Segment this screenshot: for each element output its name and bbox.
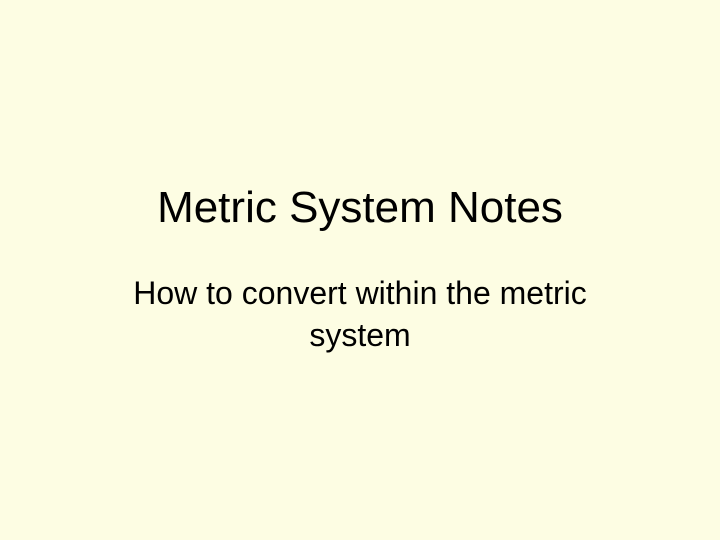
slide-subtitle: How to convert within the metric system xyxy=(100,273,620,356)
slide-title: Metric System Notes xyxy=(157,183,563,233)
slide: Metric System Notes How to convert withi… xyxy=(0,0,720,540)
